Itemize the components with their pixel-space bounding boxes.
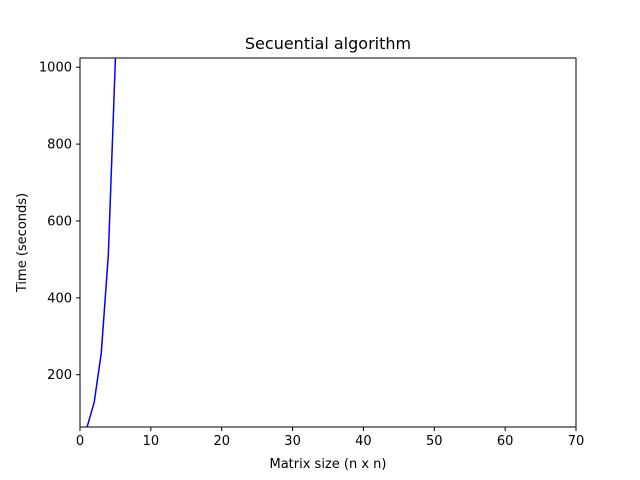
x-tick-label: 40 xyxy=(355,434,372,449)
x-tick-label: 30 xyxy=(284,434,301,449)
y-axis-label: Time (seconds) xyxy=(15,193,30,293)
x-axis: 0 10 20 30 40 50 60 70 xyxy=(76,427,584,449)
y-tick-label: 600 xyxy=(47,214,72,229)
x-tick-label: 10 xyxy=(143,434,160,449)
x-axis-label: Matrix size (n x n) xyxy=(270,457,387,472)
y-tick-label: 800 xyxy=(47,138,72,153)
x-tick-label: 60 xyxy=(497,434,514,449)
x-tick-label: 50 xyxy=(426,434,443,449)
x-tick-label: 0 xyxy=(76,434,84,449)
x-tick-label: 20 xyxy=(213,434,230,449)
plot-layer xyxy=(86,58,117,427)
series-line-0 xyxy=(86,58,117,427)
y-tick-label: 200 xyxy=(47,368,72,383)
y-axis: 200 400 600 800 1000 xyxy=(39,61,80,383)
x-tick-label: 70 xyxy=(568,434,585,449)
y-tick-label: 1000 xyxy=(39,61,72,76)
chart-title: Secuential algorithm xyxy=(245,34,411,53)
y-tick-label: 400 xyxy=(47,291,72,306)
plot-area xyxy=(79,57,577,428)
